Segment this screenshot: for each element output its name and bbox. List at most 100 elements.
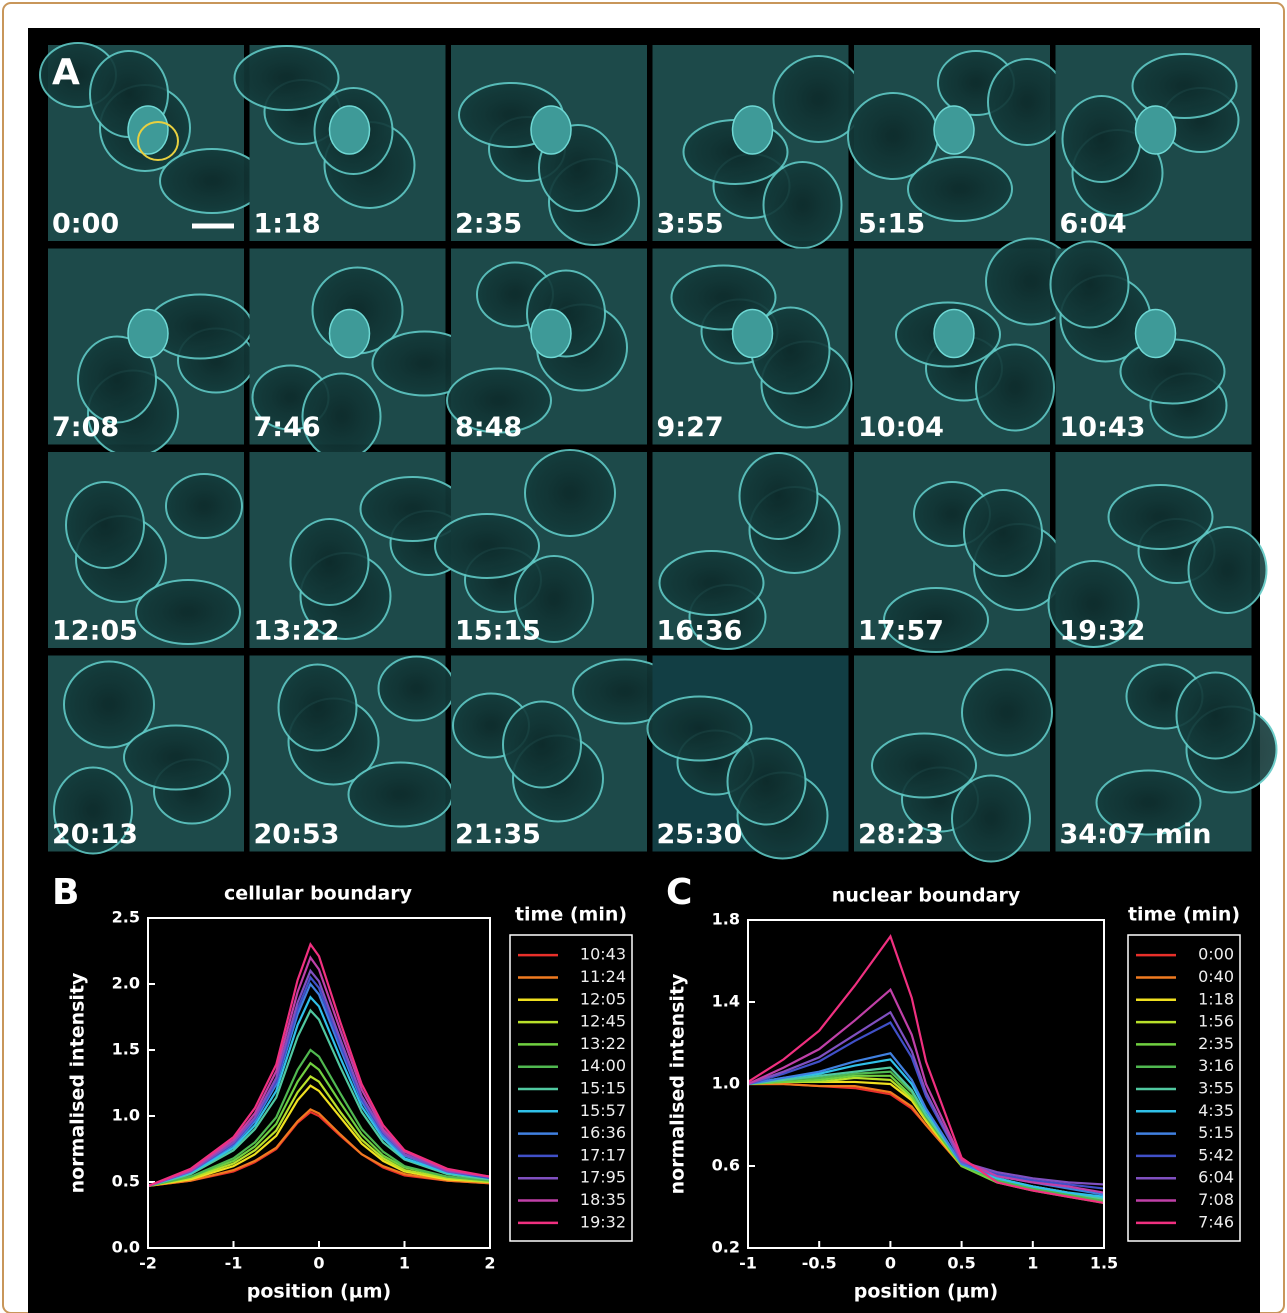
x-axis-title: position (µm) <box>854 1281 998 1303</box>
legend-label: 15:57 <box>580 1101 626 1120</box>
micrograph: 9:27 <box>652 248 853 445</box>
cell <box>123 724 229 791</box>
y-tick-label: 2.5 <box>112 908 140 927</box>
cell <box>883 587 989 653</box>
x-tick-label: 0 <box>885 1254 896 1273</box>
cell <box>233 45 340 111</box>
cell <box>277 663 358 752</box>
x-tick-label: 2 <box>484 1254 495 1273</box>
panel-label: C <box>666 872 692 913</box>
y-tick-label: 1.0 <box>112 1106 140 1125</box>
micrograph: 1:18 <box>233 45 446 241</box>
frame-label: 15:15 <box>455 616 541 647</box>
frame-label: 6:04 <box>1060 209 1127 240</box>
y-tick-label: 0.6 <box>712 1156 740 1175</box>
micrograph: 3:55 <box>652 45 865 249</box>
cell <box>289 518 370 606</box>
frame-label: 21:35 <box>455 819 541 850</box>
series-line <box>747 1021 1105 1190</box>
cell <box>77 335 157 424</box>
nucleus <box>530 105 572 155</box>
micrograph: 20:53 <box>249 655 456 852</box>
legend-label: 14:00 <box>580 1056 626 1075</box>
x-tick-label: 1 <box>1027 1254 1038 1273</box>
y-tick-label: 0.0 <box>112 1238 140 1257</box>
frame-label: 25:30 <box>657 819 743 850</box>
nucleus <box>328 105 371 155</box>
micrograph: 25:30 <box>646 655 849 860</box>
nucleus <box>127 105 169 155</box>
legend-box <box>509 934 633 1242</box>
x-tick-label: -1 <box>739 1254 757 1273</box>
y-tick-label: 1.4 <box>712 992 740 1011</box>
cell <box>347 761 454 828</box>
legend-label: 3:55 <box>1198 1079 1234 1098</box>
panel-label: A <box>52 52 80 93</box>
micrograph: 17:57 <box>854 452 1065 653</box>
cell <box>658 550 765 616</box>
x-tick-label: -1 <box>225 1254 243 1273</box>
frame-label: 3:55 <box>657 209 724 240</box>
cell <box>1107 484 1214 550</box>
cell <box>377 655 456 722</box>
x-tick-label: -0.5 <box>802 1254 837 1273</box>
micrograph: 6:04 <box>1055 45 1252 241</box>
series-line <box>747 987 1105 1194</box>
series-line <box>747 1058 1105 1198</box>
nucleus <box>1134 105 1177 155</box>
plot-frame <box>747 919 1105 1249</box>
micrograph: 10:04 <box>854 237 1077 445</box>
frame-label: 0:00 <box>52 209 119 240</box>
x-tick-label: 1 <box>399 1254 410 1273</box>
cell <box>1175 671 1256 760</box>
cell <box>1119 338 1226 405</box>
cell <box>871 732 977 799</box>
cell <box>502 700 582 789</box>
cell <box>961 668 1053 757</box>
legend-label: 12:45 <box>580 1012 626 1031</box>
cell <box>951 774 1031 863</box>
frame-label: 2:35 <box>455 209 522 240</box>
x-axis-title: position (µm) <box>247 1281 391 1303</box>
cell <box>135 579 241 645</box>
y-tick-label: 2.0 <box>112 974 140 993</box>
micrograph: 21:35 <box>451 655 678 852</box>
legend-label: 5:42 <box>1198 1145 1234 1164</box>
legend-label: 18:35 <box>580 1190 626 1209</box>
frame-label: 17:57 <box>858 616 944 647</box>
legend-label: 7:46 <box>1198 1212 1234 1231</box>
frame-label: 8:48 <box>455 412 522 443</box>
series-line <box>147 1108 491 1188</box>
legend-label: 10:43 <box>580 945 626 964</box>
y-axis-title: normalised intensity <box>667 973 689 1194</box>
cell <box>1049 240 1130 329</box>
micrograph: 2:35 <box>451 45 647 246</box>
micrograph: 20:13 <box>48 655 244 855</box>
micrograph: 34:07 min <box>1055 655 1278 852</box>
series-line <box>147 955 491 1187</box>
cell <box>434 513 540 579</box>
frame-label: 28:23 <box>858 819 944 850</box>
outline <box>137 121 179 161</box>
frame-label: 20:13 <box>52 819 138 850</box>
frame-label: 13:22 <box>254 616 340 647</box>
nucleus <box>731 308 774 359</box>
micrograph: 7:46 <box>249 248 478 461</box>
nucleus <box>328 308 371 359</box>
cell <box>726 737 807 826</box>
nucleus <box>530 308 572 359</box>
legend-label: 4:35 <box>1198 1101 1234 1120</box>
frame-label: 20:53 <box>254 819 340 850</box>
x-tick-label: 0.5 <box>947 1254 975 1273</box>
frame-label: 19:32 <box>1060 616 1146 647</box>
frame-label: 16:36 <box>657 616 743 647</box>
micrograph: 15:15 <box>434 449 647 648</box>
micrograph: 7:08 <box>48 248 255 458</box>
series-line <box>147 1084 491 1188</box>
micrograph: 16:36 <box>652 452 849 650</box>
micrograph: 28:23 <box>854 655 1053 863</box>
legend-label: 6:04 <box>1198 1168 1234 1187</box>
cell <box>524 449 616 537</box>
nucleus <box>127 308 169 359</box>
